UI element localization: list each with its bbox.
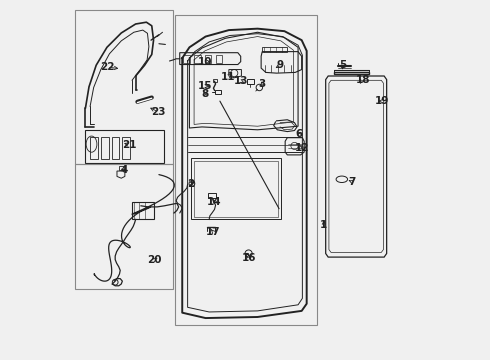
- Text: 7: 7: [348, 177, 356, 187]
- Text: 21: 21: [122, 140, 137, 150]
- Bar: [215, 90, 221, 94]
- Bar: [194, 55, 200, 63]
- Text: 11: 11: [220, 72, 235, 82]
- Text: 3: 3: [259, 79, 266, 89]
- Text: 20: 20: [147, 255, 162, 265]
- Bar: [119, 166, 124, 170]
- Text: 14: 14: [207, 197, 222, 207]
- Bar: [74, 164, 173, 289]
- Bar: [205, 55, 211, 63]
- Text: 18: 18: [355, 75, 370, 85]
- Text: 4: 4: [120, 165, 127, 175]
- Bar: [90, 137, 98, 159]
- Bar: [122, 137, 130, 159]
- Text: 19: 19: [375, 96, 389, 106]
- Text: 5: 5: [339, 60, 346, 70]
- Text: 15: 15: [198, 81, 213, 91]
- Bar: [175, 15, 317, 325]
- Text: 12: 12: [295, 143, 310, 153]
- Text: 22: 22: [99, 62, 114, 72]
- Bar: [208, 193, 216, 198]
- Bar: [216, 55, 222, 63]
- Text: 10: 10: [198, 57, 213, 67]
- Text: 23: 23: [151, 107, 166, 117]
- Text: 8: 8: [201, 89, 208, 99]
- Bar: [101, 137, 109, 159]
- Text: 6: 6: [295, 129, 302, 139]
- Bar: [74, 10, 173, 164]
- Text: 17: 17: [206, 227, 221, 237]
- Bar: [112, 137, 120, 159]
- Text: 2: 2: [187, 179, 194, 189]
- Text: 9: 9: [276, 60, 284, 70]
- Bar: [132, 202, 153, 220]
- Bar: [183, 55, 190, 63]
- Bar: [247, 79, 254, 84]
- Bar: [213, 79, 217, 82]
- Text: 16: 16: [242, 253, 256, 263]
- Text: 13: 13: [234, 76, 248, 86]
- Text: 1: 1: [320, 220, 327, 230]
